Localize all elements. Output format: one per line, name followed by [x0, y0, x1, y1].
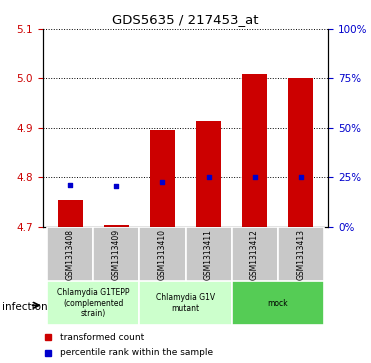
Point	[68, 182, 73, 188]
Bar	[232, 227, 278, 281]
Text: GSM1313410: GSM1313410	[158, 229, 167, 280]
Bar	[196, 121, 221, 227]
Bar	[150, 130, 175, 227]
Text: GSM1313413: GSM1313413	[296, 229, 305, 280]
Bar	[139, 227, 186, 281]
Text: GDS5635 / 217453_at: GDS5635 / 217453_at	[112, 13, 259, 26]
Point	[160, 179, 165, 185]
Text: GSM1313411: GSM1313411	[204, 229, 213, 280]
Point	[206, 175, 211, 180]
Bar	[186, 227, 232, 281]
Text: GSM1313409: GSM1313409	[112, 229, 121, 280]
Bar	[278, 227, 324, 281]
Bar	[242, 74, 267, 227]
Text: GSM1313408: GSM1313408	[66, 229, 75, 280]
Text: percentile rank within the sample: percentile rank within the sample	[60, 348, 213, 357]
Bar	[139, 281, 232, 325]
Bar	[232, 281, 324, 325]
Text: infection: infection	[2, 302, 47, 312]
Bar	[58, 200, 83, 227]
Point	[114, 183, 119, 189]
Text: GSM1313412: GSM1313412	[250, 229, 259, 280]
Bar	[288, 78, 313, 227]
Bar	[47, 227, 93, 281]
Point	[298, 175, 303, 180]
Text: Chlamydia G1V
mutant: Chlamydia G1V mutant	[156, 293, 215, 313]
Bar	[104, 225, 129, 227]
Bar	[47, 281, 139, 325]
Text: Chlamydia G1TEPP
(complemented
strain): Chlamydia G1TEPP (complemented strain)	[57, 288, 129, 318]
Text: mock: mock	[267, 299, 288, 307]
Text: transformed count: transformed count	[60, 333, 144, 342]
Bar	[93, 227, 139, 281]
Point	[252, 175, 257, 180]
